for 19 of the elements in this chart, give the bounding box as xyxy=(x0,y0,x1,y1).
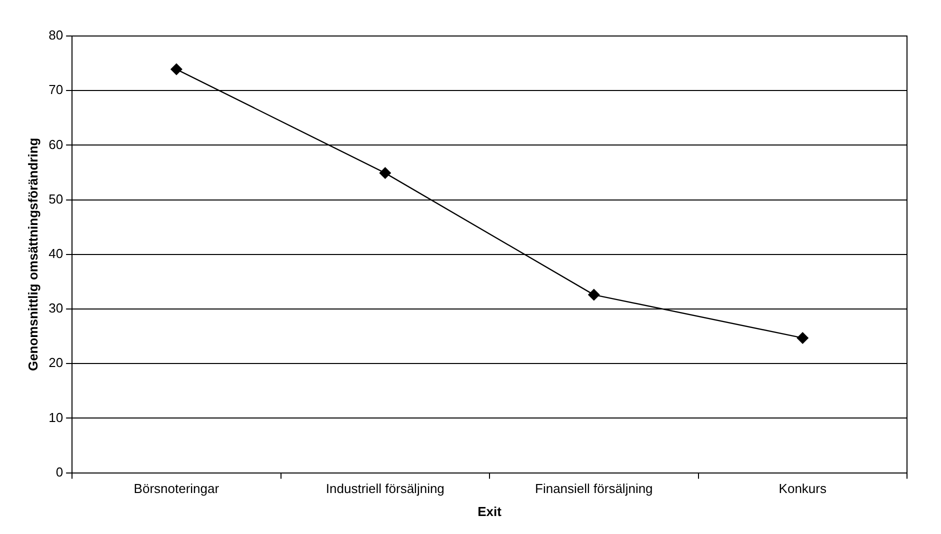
x-tick-label: Börsnoteringar xyxy=(134,481,220,496)
x-tick-label: Industriell försäljning xyxy=(326,481,444,496)
x-tick-label: Finansiell försäljning xyxy=(535,481,653,496)
x-axis-title: Exit xyxy=(478,504,502,519)
point xyxy=(170,63,182,76)
y-tick-label: 10 xyxy=(48,410,64,425)
y-tick-label: 20 xyxy=(48,355,64,370)
y-tick-label: 80 xyxy=(48,28,64,43)
point xyxy=(379,167,392,180)
y-tick-label: 70 xyxy=(48,82,64,98)
point xyxy=(588,288,600,301)
y-tick-label: 50 xyxy=(48,191,64,206)
y-tick-label: 30 xyxy=(48,300,64,316)
y-tick-label: 40 xyxy=(48,246,64,261)
x-tick-label: Konkurs xyxy=(778,481,827,496)
y-tick-label: 0 xyxy=(56,464,64,480)
y-axis-title: Genomsnittlig omsättningsförändring xyxy=(25,138,40,372)
y-tick-label: 60 xyxy=(48,136,64,152)
point xyxy=(796,332,809,344)
